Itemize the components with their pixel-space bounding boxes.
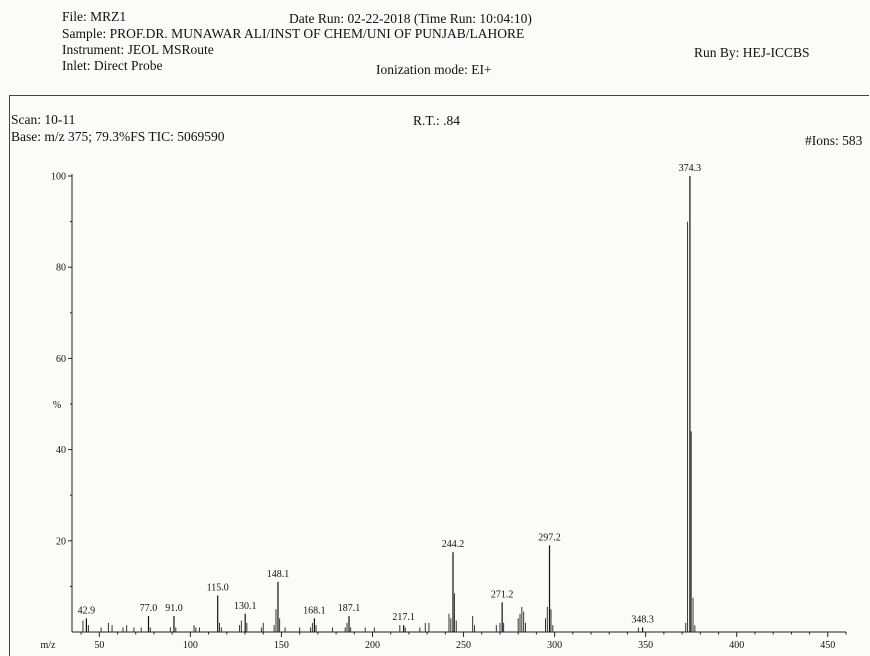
x-tick-label: 350 [638, 640, 653, 649]
peak-label: 217.1 [392, 612, 415, 623]
y-tick-label: 40 [56, 445, 66, 456]
x-tick-label: 400 [729, 640, 744, 649]
x-tick-label: 450 [820, 640, 835, 649]
scan-label: Scan: 10-11 [11, 112, 76, 127]
peak-label: 348.3 [631, 614, 654, 625]
peak-label: 42.9 [78, 605, 96, 616]
y-axis-label: % [53, 400, 61, 411]
file-label: File: MRZ1 [62, 9, 127, 24]
date-run-label: Date Run: 02-22-2018 (Time Run: 10:04:10… [289, 11, 532, 26]
peak-label: 244.2 [442, 539, 465, 550]
x-tick-label: 100 [183, 640, 198, 649]
y-tick-label: 80 [56, 263, 66, 274]
inlet-label: Inlet: Direct Probe [62, 58, 163, 73]
peak-labels: 42.9 77.0 91.0 115.0 130.1 148.1 168.1 187.1 217… [78, 163, 702, 625]
ion-count-label: #Ions: 583 [805, 133, 863, 148]
spectrum-peaks [82, 176, 696, 632]
peak-label: 115.0 [207, 583, 229, 594]
x-axis-label: m/z [41, 640, 57, 649]
instrument-label: Instrument: JEOL MSRoute [62, 42, 214, 57]
peak-label: 91.0 [165, 603, 183, 614]
x-tick-label: 250 [456, 640, 471, 649]
peak-label: 77.0 [140, 603, 158, 614]
retention-time-label: R.T.: .84 [413, 113, 460, 128]
x-tick-label: 50 [94, 640, 104, 649]
peak-label: 271.2 [491, 589, 514, 600]
chart-axes: 20 40 60 80 100 50 100 150 200 250 300 350 400 450 m/z… [41, 172, 847, 649]
y-tick-label: 100 [51, 172, 66, 183]
run-by-label: Run By: HEJ-ICCBS [694, 45, 810, 60]
sample-label: Sample: PROF.DR. MUNAWAR ALI/INST OF CHE… [62, 26, 525, 41]
y-tick-label: 60 [56, 354, 66, 365]
peak-label: 297.2 [538, 532, 561, 543]
x-tick-label: 300 [547, 640, 562, 649]
peak-label: 374.3 [679, 163, 702, 174]
peak-label: 148.1 [267, 569, 290, 580]
peak-label: 187.1 [338, 603, 361, 614]
peak-label: 130.1 [234, 601, 257, 612]
base-peak-tic-label: Base: m/z 375; 79.3%FS TIC: 5069590 [11, 129, 225, 144]
ionization-mode-label: Ionization mode: EI+ [376, 62, 492, 77]
x-tick-label: 150 [274, 640, 289, 649]
peak-label: 168.1 [303, 605, 326, 616]
x-tick-label: 200 [365, 640, 380, 649]
spectrum-frame [9, 95, 869, 656]
y-tick-label: 20 [56, 536, 66, 547]
